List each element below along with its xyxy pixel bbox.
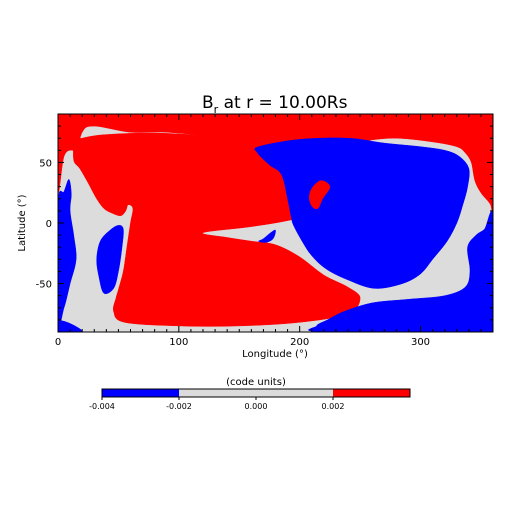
x-axis-label: Longitude (°): [242, 349, 308, 360]
map-plot-area: 0 100 200 300 -50 0 50: [36, 113, 494, 348]
chart-title-subscript: r: [214, 103, 219, 116]
region-negative-4: [258, 229, 276, 243]
colorbar-tick-label: 0.000: [245, 402, 268, 411]
region-negative-5: [254, 137, 470, 289]
colorbar-tick-label: 0.002: [322, 402, 345, 411]
x-tick-label: 100: [169, 337, 188, 348]
y-axis-label: Latitude (°): [17, 194, 28, 251]
y-tick-label: -50: [36, 280, 52, 291]
y-tick-label: 0: [46, 219, 52, 230]
colorbar-title: (code units): [226, 377, 286, 388]
y-tick-label: 50: [39, 158, 52, 169]
chart-title-main: B: [202, 93, 214, 113]
chart-title: Br at r = 10.00Rs: [202, 93, 348, 116]
region-positive-6: [309, 180, 331, 210]
region-negative-9: [58, 320, 83, 332]
axis-ticks: 0 100 200 300 -50 0 50: [36, 113, 494, 348]
colorbar-segment-2: [333, 389, 410, 397]
colorbar-segment-0: [102, 389, 179, 397]
colorbar-tick-label: -0.002: [166, 402, 192, 411]
colorbar-segment-1: [179, 389, 333, 397]
colorbar-tick-label: -0.004: [89, 402, 115, 411]
region-negative-3: [96, 225, 124, 295]
x-tick-label: 200: [290, 337, 309, 348]
chart-title-rest: at r = 10.00Rs: [218, 93, 347, 113]
x-tick-label: 0: [55, 337, 61, 348]
colorbar: -0.004 -0.002 0.000 0.002: [89, 388, 411, 411]
region-negative-7: [308, 210, 493, 332]
x-tick-label: 300: [411, 337, 430, 348]
